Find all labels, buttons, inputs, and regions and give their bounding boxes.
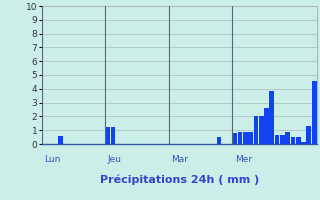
Text: Mer: Mer [235, 155, 252, 164]
Bar [285, 132, 290, 144]
Bar [243, 132, 248, 144]
Bar [301, 142, 306, 144]
Bar [58, 136, 62, 144]
Text: Lun: Lun [44, 155, 60, 164]
Bar [296, 137, 301, 144]
Bar [280, 135, 285, 144]
Bar [275, 135, 279, 144]
Bar [238, 132, 243, 144]
Bar [307, 126, 311, 144]
Bar [217, 137, 221, 144]
Bar [253, 116, 258, 144]
Text: Précipitations 24h ( mm ): Précipitations 24h ( mm ) [100, 175, 259, 185]
Bar [291, 137, 295, 144]
Bar [248, 132, 253, 144]
Bar [269, 91, 274, 144]
Bar [264, 108, 269, 144]
Text: Jeu: Jeu [108, 155, 122, 164]
Bar [111, 127, 116, 144]
Bar [259, 116, 264, 144]
Bar [232, 133, 237, 144]
Bar [105, 127, 110, 144]
Bar [312, 81, 316, 144]
Text: Mar: Mar [171, 155, 188, 164]
